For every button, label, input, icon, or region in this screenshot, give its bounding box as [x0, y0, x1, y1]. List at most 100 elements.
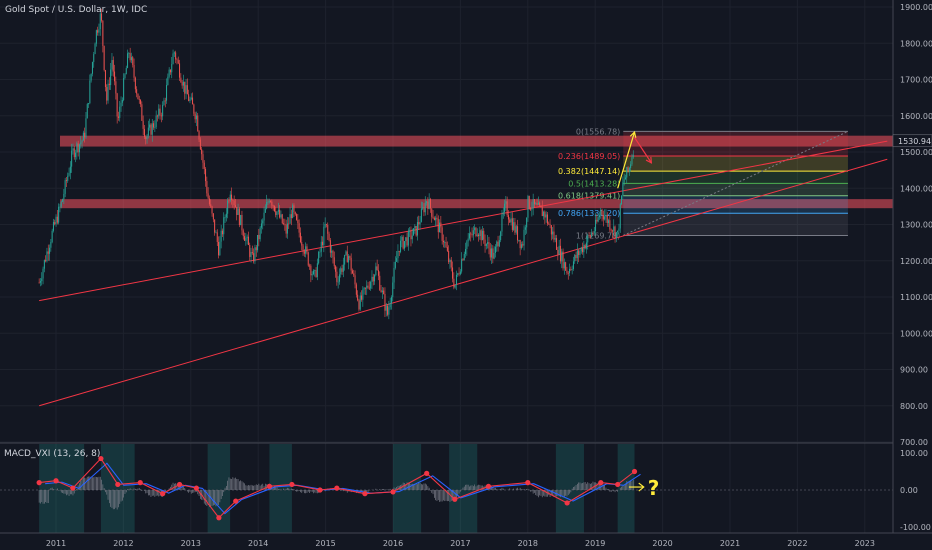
macd-cross-dot [70, 485, 76, 491]
candle-body [288, 223, 290, 225]
candle-body [51, 230, 53, 243]
candle-body [205, 168, 207, 182]
macd-cross-dot [216, 515, 222, 521]
candle-body [402, 236, 404, 249]
candle-body [367, 285, 369, 288]
candle-body [497, 241, 499, 247]
candle-body [398, 250, 400, 252]
candle-body [562, 251, 564, 269]
candle-body [50, 242, 52, 248]
fib-level-label: 0.5(1413.28) [568, 179, 620, 188]
candle-body [606, 214, 608, 223]
candle-body [380, 289, 382, 293]
candle-body [476, 234, 478, 236]
candle-body [279, 209, 281, 218]
candle-body [407, 230, 409, 246]
macd-cross-dot [160, 491, 166, 497]
candle-body [102, 20, 104, 46]
candle-body [496, 241, 498, 247]
candle-body [80, 142, 82, 145]
candle-body [393, 267, 395, 283]
time-tick-label: 2013 [181, 539, 201, 548]
candle-body [401, 236, 403, 241]
candle-body [305, 246, 307, 254]
candle-body [103, 45, 105, 71]
macd-highlight [555, 444, 584, 533]
candle-body [471, 234, 473, 236]
time-tick-label: 2019 [585, 539, 605, 548]
candle-body [394, 261, 396, 268]
candle-body [211, 206, 213, 214]
macd-cross-dot [334, 485, 340, 491]
trend-line [39, 158, 888, 407]
candle-body [622, 182, 624, 196]
annotation-arrow-head [638, 482, 645, 492]
candle-body [86, 104, 88, 119]
candle-body [406, 237, 408, 246]
candle-body [589, 235, 591, 237]
candle-body [435, 217, 437, 221]
candle-body [358, 300, 360, 310]
candle-body [238, 208, 240, 226]
candle-body [628, 167, 630, 172]
candle-body [632, 154, 634, 158]
candle-body [461, 259, 463, 272]
candle-body [362, 289, 364, 300]
candle-body [245, 238, 247, 241]
candle-body [520, 244, 522, 249]
candle-body [281, 214, 283, 224]
candle-body [414, 225, 416, 229]
candle-body [422, 207, 424, 209]
candle-body [306, 246, 308, 253]
candle-body [145, 137, 147, 140]
candle-body [150, 124, 152, 135]
candle-body [259, 227, 261, 240]
candle-body [449, 259, 451, 263]
candle-body [173, 52, 175, 54]
candle-body [163, 100, 165, 106]
candle-body [266, 202, 268, 209]
candle-body [147, 127, 149, 136]
macd-highlight [269, 444, 292, 533]
candle-body [125, 67, 127, 75]
candle-body [112, 60, 114, 72]
candle-body [95, 30, 97, 44]
candle-body [344, 254, 346, 265]
candle-body [518, 239, 520, 241]
candle-body [531, 208, 533, 210]
candle-body [351, 270, 353, 274]
candle-body [82, 132, 84, 141]
candle-body [532, 199, 534, 209]
fib-band [623, 171, 848, 184]
candle-body [49, 247, 51, 254]
candle-body [271, 201, 273, 206]
time-tick-label: 2014 [248, 539, 268, 548]
candle-body [480, 230, 482, 241]
arrow-head [645, 156, 653, 164]
candle-body [583, 244, 585, 253]
candle-body [175, 52, 177, 60]
candle-body [208, 198, 210, 205]
candle-body [604, 216, 606, 220]
time-tick-label: 2023 [855, 539, 875, 548]
time-tick-label: 2018 [518, 539, 538, 548]
candle-body [320, 241, 322, 252]
candle-body [146, 135, 148, 140]
fib-level-label: 0.382(1447.14) [558, 167, 620, 176]
candle-body [624, 177, 626, 180]
candle-body [423, 207, 425, 213]
candle-body [46, 251, 48, 262]
candle-body [155, 115, 157, 127]
candle-body [336, 271, 338, 282]
candle-body [431, 208, 433, 217]
candle-body [428, 199, 430, 209]
resistance-zone [60, 199, 893, 209]
candle-body [324, 224, 326, 227]
candle-body [354, 275, 356, 285]
candle-body [107, 83, 109, 101]
candle-body [514, 222, 516, 233]
candle-body [457, 273, 459, 275]
candle-body [310, 265, 312, 276]
